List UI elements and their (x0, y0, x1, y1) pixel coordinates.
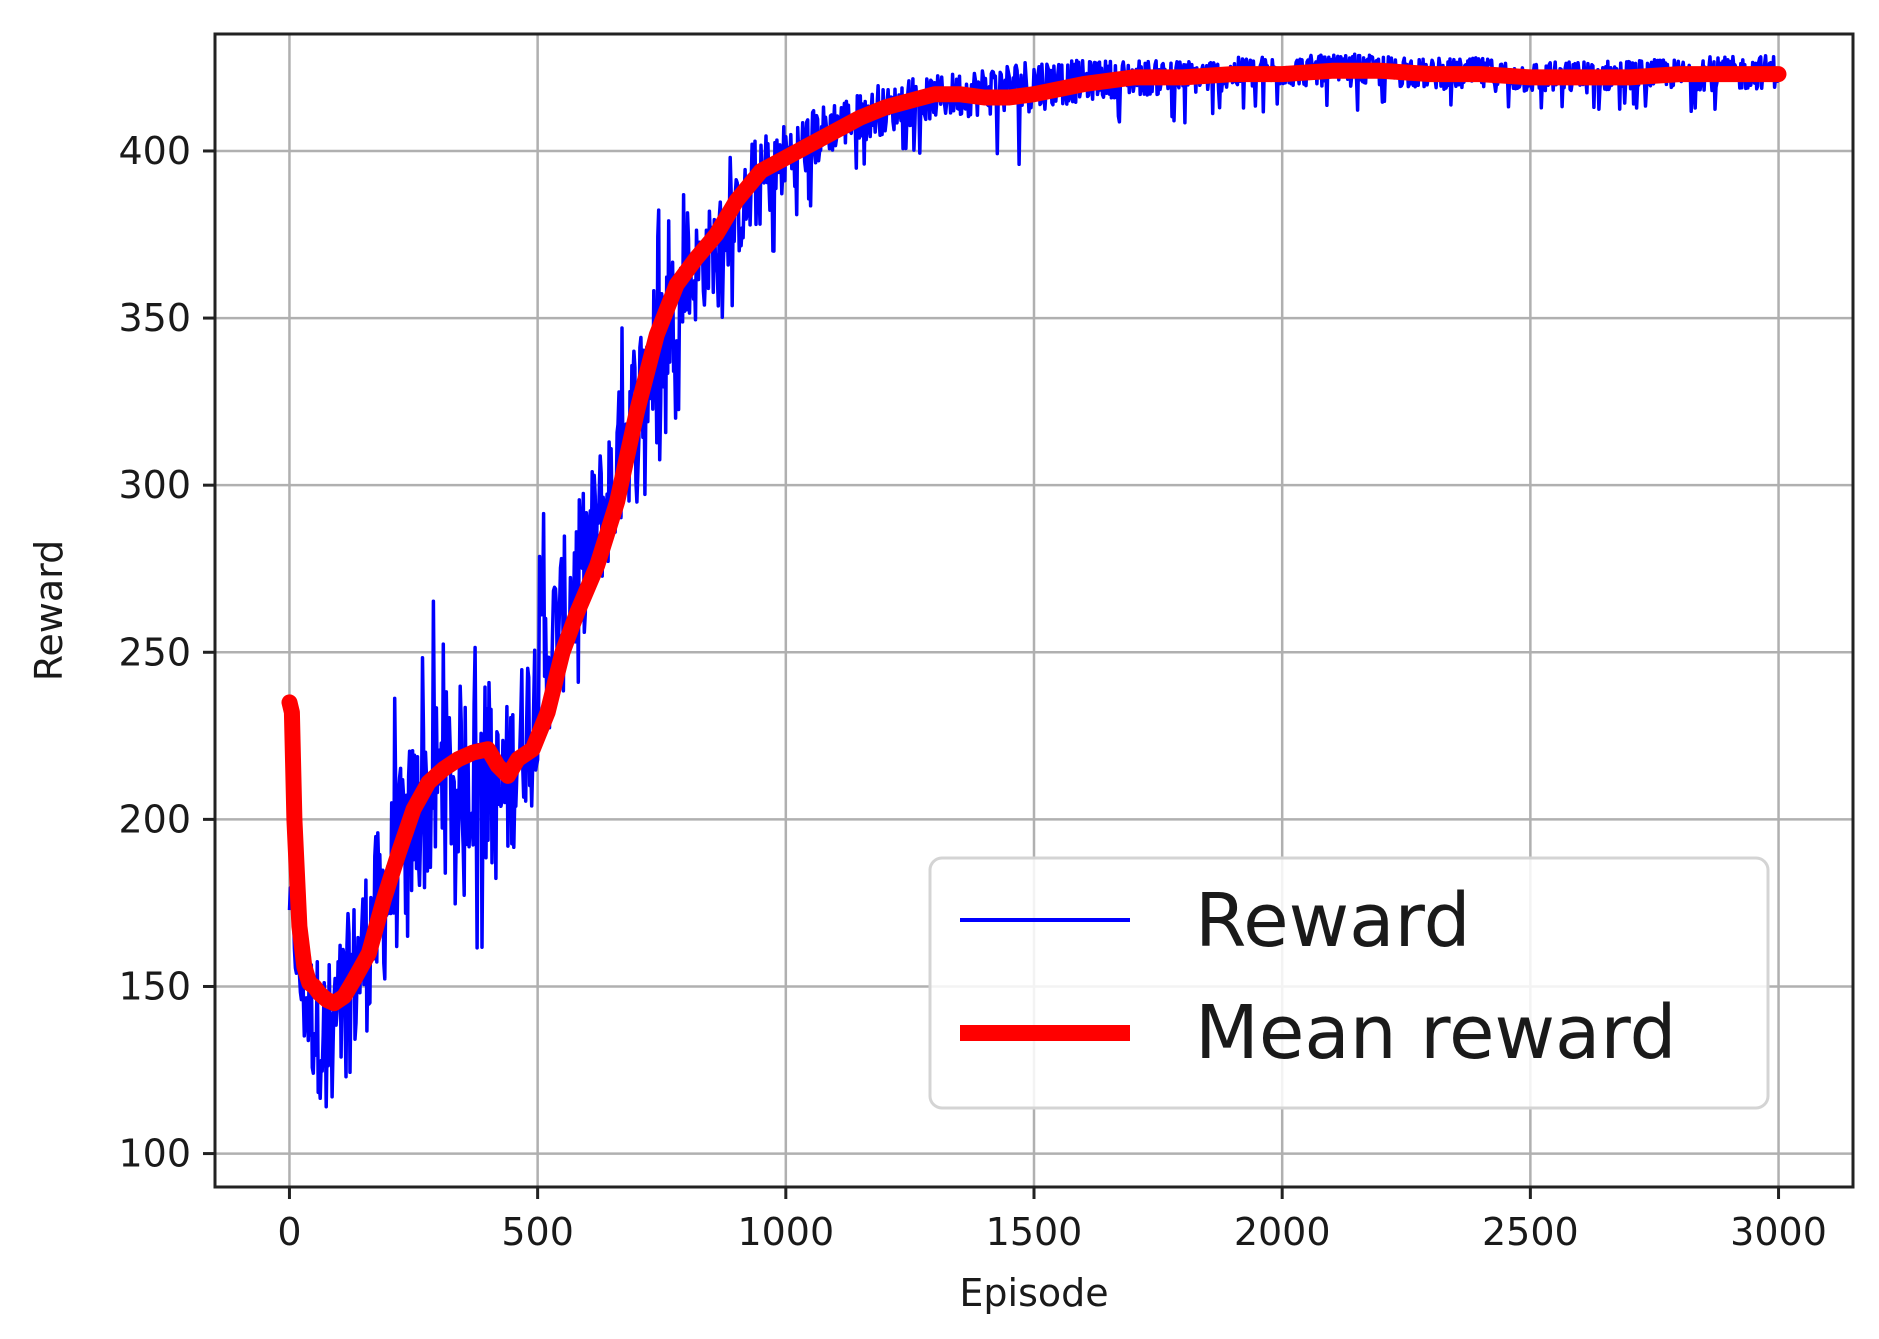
x-tick-label: 2000 (1234, 1210, 1331, 1254)
legend-box (928, 856, 1770, 1110)
y-axis-title: Reward (27, 540, 71, 682)
y-tick-label: 300 (118, 463, 191, 507)
x-tick-label: 0 (277, 1210, 301, 1254)
legend-label-mean-reward: Mean reward (1195, 990, 1676, 1076)
legend: Reward Mean reward (928, 856, 1770, 1110)
series-layer (281, 52, 1787, 1109)
y-tick-label: 250 (118, 630, 191, 674)
y-tick-label: 200 (118, 797, 191, 841)
x-tick-label: 500 (501, 1210, 574, 1254)
grid (215, 34, 1853, 1187)
y-tick-label: 350 (118, 296, 191, 340)
x-axis-title: Episode (959, 1271, 1108, 1315)
legend-label-reward: Reward (1195, 878, 1471, 964)
x-tick-label: 2500 (1482, 1210, 1579, 1254)
y-tick-label: 150 (118, 964, 191, 1008)
ticks: 0 500 1000 1500 2000 2500 3000 100 150 200 250 300 3… (118, 129, 1826, 1254)
x-tick-label: 3000 (1730, 1210, 1827, 1254)
y-tick-label: 400 (118, 129, 191, 173)
mean-reward-series-line (281, 62, 1787, 1012)
x-tick-label: 1500 (986, 1210, 1083, 1254)
x-tick-label: 1000 (737, 1210, 834, 1254)
y-tick-label: 100 (118, 1132, 191, 1176)
